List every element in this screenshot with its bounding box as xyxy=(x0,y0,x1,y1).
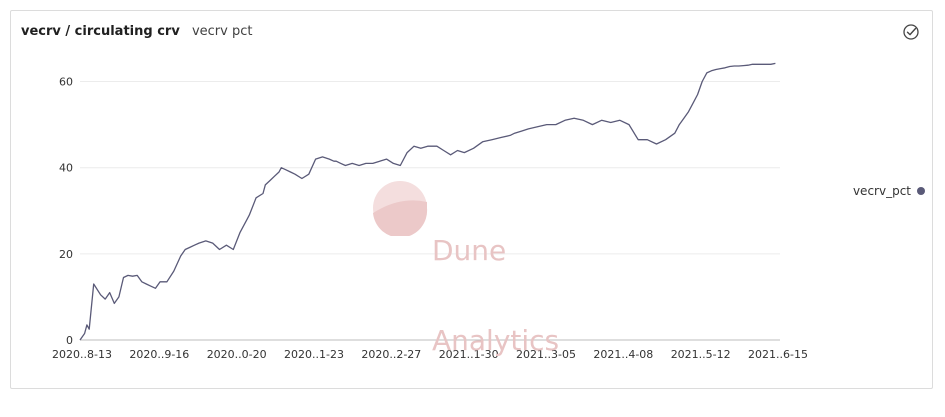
x-tick-label: 2020..8-13 xyxy=(52,348,112,361)
series-line-vecrv_pct xyxy=(79,62,776,341)
x-tick-label: 2020..9-16 xyxy=(129,348,189,361)
x-tick-label: 2021..1-30 xyxy=(439,348,499,361)
chart-card: vecrv / circulating crv vecrv pct xyxy=(10,10,933,389)
chart-subtitle: vecrv pct xyxy=(191,24,253,39)
legend[interactable]: vecrv_pct xyxy=(853,184,925,198)
x-tick-label: 2021..4-08 xyxy=(593,348,653,361)
x-tick-label: 2021..3-05 xyxy=(516,348,576,361)
line-chart: 0 20 40 60 2020..8-13 2020..9-16 2020..0-20 202… xyxy=(52,62,808,361)
check-circle-icon[interactable] xyxy=(902,23,920,41)
y-tick-label: 40 xyxy=(59,162,73,175)
x-tick-label: 2021..5-12 xyxy=(671,348,731,361)
legend-label: vecrv_pct xyxy=(852,184,911,198)
x-tick-label: 2020..2-27 xyxy=(361,348,421,361)
x-tick-label: 2020..0-20 xyxy=(207,348,267,361)
chart-title: vecrv / circulating crv xyxy=(21,24,180,39)
y-tick-label: 60 xyxy=(59,76,73,89)
y-tick-label: 0 xyxy=(66,334,73,347)
x-tick-label: 2021..6-15 xyxy=(748,348,808,361)
legend-dot xyxy=(917,187,925,195)
y-tick-label: 20 xyxy=(59,248,73,261)
x-tick-label: 2020..1-23 xyxy=(284,348,344,361)
chart-header: vecrv / circulating crv vecrv pct xyxy=(21,24,252,39)
